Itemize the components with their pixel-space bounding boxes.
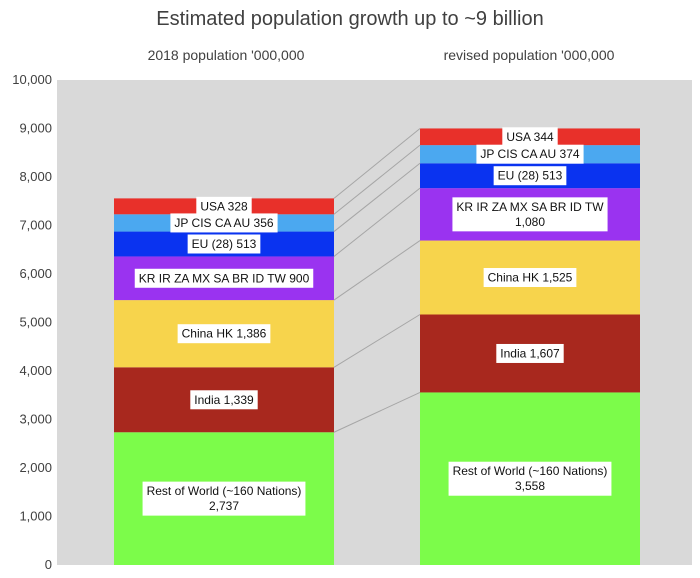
data-label-box	[142, 481, 306, 516]
data-label: JP CIS CA AU 374	[476, 144, 584, 164]
data-label: EU (28) 513	[187, 234, 261, 254]
y-tick-label: 10,000	[12, 72, 52, 87]
y-tick-label: 3,000	[19, 412, 52, 427]
data-label-text: JP CIS CA AU 374	[480, 147, 579, 161]
data-label-box	[177, 324, 271, 344]
data-label-box	[452, 197, 608, 232]
chart-title: Estimated population growth up to ~9 bil…	[156, 8, 544, 30]
connector-line	[333, 187, 421, 257]
data-label-box	[496, 343, 564, 363]
y-tick-label: 8,000	[19, 169, 52, 184]
data-label: India 1,339	[190, 390, 258, 410]
data-label-text: JP CIS CA AU 356	[174, 216, 273, 230]
data-label-box	[170, 213, 278, 233]
data-label: India 1,607	[496, 343, 564, 363]
data-label-box	[187, 234, 261, 254]
data-label: KR IR ZA MX SA BR ID TW1,080	[452, 197, 608, 232]
bar-header-revised: revised population '000,000	[443, 47, 615, 63]
data-label-text: USA 328	[200, 199, 248, 213]
data-label-text: KR IR ZA MX SA BR ID TW	[456, 200, 604, 214]
data-label-box	[134, 268, 314, 288]
data-label: JP CIS CA AU 356	[170, 213, 278, 233]
data-label-text: India 1,607	[500, 346, 560, 360]
data-label-box	[190, 390, 258, 410]
bar-header-2018: 2018 population '000,000	[147, 47, 305, 63]
connector-line	[333, 128, 421, 199]
connector-line	[333, 240, 421, 301]
data-label-text: China HK 1,525	[488, 271, 573, 285]
data-label-text: KR IR ZA MX SA BR ID TW 900	[139, 271, 310, 285]
data-label-text: Rest of World (~160 Nations)	[453, 464, 608, 478]
data-label: Rest of World (~160 Nations)2,737	[142, 481, 306, 516]
data-label-box	[493, 166, 567, 186]
data-label: USA 328	[196, 196, 252, 216]
data-label-text: 2,737	[209, 499, 239, 513]
connector-line	[333, 391, 421, 433]
data-label-box	[476, 144, 584, 164]
data-label-box	[196, 196, 252, 216]
y-tick-label: 2,000	[19, 460, 52, 475]
data-label: USA 344	[502, 127, 558, 147]
data-label: China HK 1,386	[177, 324, 271, 344]
data-label-box	[502, 127, 558, 147]
data-label: Rest of World (~160 Nations)3,558	[448, 461, 612, 496]
y-tick-label: 1,000	[19, 509, 52, 524]
connector-line	[333, 162, 421, 232]
data-label: KR IR ZA MX SA BR ID TW 900	[134, 268, 314, 288]
y-tick-label: 9,000	[19, 121, 52, 136]
data-label-box	[483, 268, 577, 288]
data-label-text: 3,558	[515, 479, 545, 493]
data-label-text: Rest of World (~160 Nations)	[147, 484, 302, 498]
data-label-text: China HK 1,386	[182, 327, 267, 341]
connector-line	[333, 144, 421, 215]
data-label-text: EU (28) 513	[498, 169, 563, 183]
data-label: China HK 1,525	[483, 268, 577, 288]
y-tick-label: 0	[45, 557, 52, 572]
y-tick-label: 7,000	[19, 218, 52, 233]
y-tick-label: 4,000	[19, 363, 52, 378]
data-label-text: EU (28) 513	[192, 237, 257, 251]
data-label-text: 1,080	[515, 215, 545, 229]
data-label-text: USA 344	[506, 130, 554, 144]
connector-line	[333, 314, 421, 368]
data-label-box	[448, 461, 612, 496]
y-tick-label: 6,000	[19, 266, 52, 281]
y-tick-label: 5,000	[19, 315, 52, 330]
data-label-text: India 1,339	[194, 393, 254, 407]
data-label: EU (28) 513	[493, 166, 567, 186]
